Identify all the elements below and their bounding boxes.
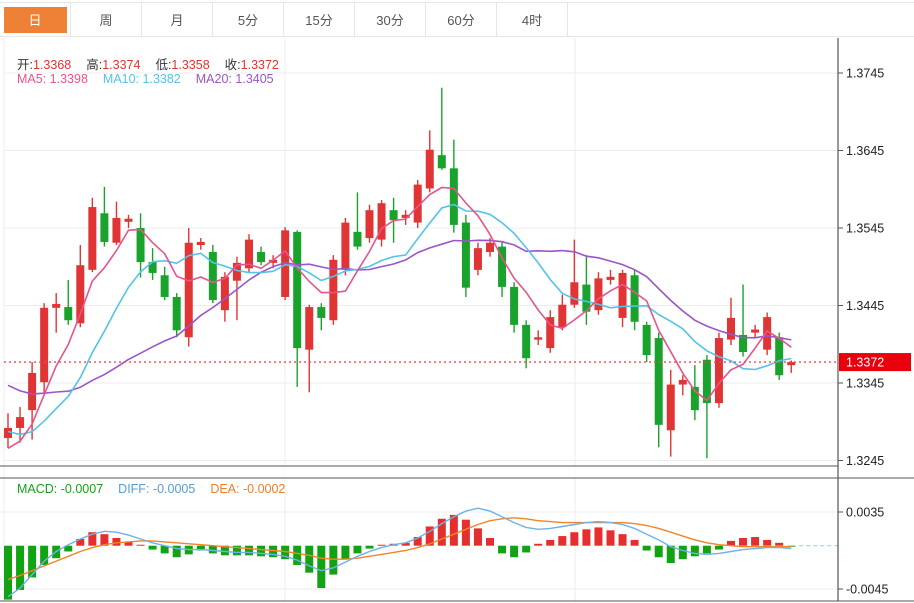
ma20-line — [7, 239, 792, 395]
price-tick-label: 1.3745 — [846, 67, 884, 81]
legend-label: DEA: — [210, 482, 240, 496]
legend-label: 收: — [224, 58, 241, 72]
legend-value: 1.3405 — [235, 72, 274, 86]
dea-line — [7, 517, 792, 581]
ohlc-legend-item: 收:1.3372 — [225, 58, 279, 72]
diff-line — [7, 507, 792, 598]
last-price-tag: 1.3372 — [839, 353, 911, 372]
ma-legend-item: MA10: 1.3382 — [103, 72, 181, 86]
ma10-line — [7, 203, 792, 436]
tab-day-label: 日 — [3, 6, 67, 33]
tab-5min[interactable]: 5分 — [213, 3, 284, 36]
legend-value: -0.0002 — [242, 482, 286, 496]
macd-histogram — [4, 514, 796, 600]
legend-value: 1.3398 — [49, 72, 88, 86]
legend-value: 1.3368 — [32, 58, 72, 72]
tab-month[interactable]: 月 — [142, 3, 213, 36]
tab-week-label: 周 — [99, 13, 113, 28]
macd-tick-label: -0.0045 — [846, 583, 888, 597]
legend-label: MA20: — [195, 72, 232, 86]
gridlines — [0, 38, 838, 601]
legend-label: DIFF: — [118, 482, 150, 496]
tab-month-label: 月 — [170, 13, 184, 28]
price-tick-label: 1.3345 — [846, 377, 884, 391]
legend-label: MA5: — [17, 72, 47, 86]
legend-label: MA10: — [102, 72, 140, 86]
ma-legend-item: MA5: 1.3398 — [17, 72, 88, 86]
tab-4hour-label: 4时 — [521, 13, 543, 28]
panel-borders — [0, 38, 914, 602]
legend-label: 低: — [155, 58, 172, 72]
price-tick-label: 1.3645 — [846, 144, 884, 158]
tab-4hour[interactable]: 4时 — [497, 3, 568, 36]
macd-legend: MACD: -0.0007 DIFF: -0.0005 DEA: -0.0002 — [17, 482, 300, 496]
last-price-tag-text: 1.3372 — [846, 356, 884, 370]
legend-value: 1.3358 — [171, 58, 210, 72]
ohlc-legend-item: 高:1.3374 — [86, 58, 140, 72]
price-tick-label: 1.3445 — [846, 299, 884, 313]
tab-day[interactable]: 日 — [0, 3, 71, 36]
tab-30min[interactable]: 30分 — [355, 3, 426, 36]
ma-lines — [7, 186, 792, 449]
legend-label: MACD: — [17, 482, 58, 496]
tab-15min[interactable]: 15分 — [284, 3, 355, 36]
tab-5min-label: 5分 — [237, 13, 259, 28]
ohlc-legend-item: 开:1.3368 — [17, 58, 71, 72]
tab-60min-label: 60分 — [447, 13, 475, 28]
timeframe-tabbar: 日 周 月 5分 15分 30分 60分 4时 — [0, 2, 914, 37]
tab-15min-label: 15分 — [305, 13, 333, 28]
ma-legend-item: MA20: 1.3405 — [196, 72, 274, 86]
macd-legend-item: MACD: -0.0007 — [17, 482, 103, 496]
ma5-line — [7, 186, 792, 449]
ohlc-legend: 开:1.3368 高:1.3374 低:1.3358 收:1.3372 — [17, 54, 294, 73]
price-tick-label: 1.3245 — [846, 454, 884, 468]
price-tick-label: 1.3545 — [846, 222, 884, 236]
candlestick-series — [4, 87, 796, 459]
macd-legend-item: DIFF: -0.0005 — [118, 482, 195, 496]
macd-tick-label: 0.0035 — [846, 506, 884, 520]
legend-label: 开: — [17, 58, 33, 72]
legend-value: 1.3374 — [102, 58, 141, 72]
legend-value: -0.0005 — [152, 482, 196, 496]
legend-value: 1.3382 — [142, 72, 181, 86]
tab-60min[interactable]: 60分 — [426, 3, 497, 36]
macd-legend-item: DEA: -0.0002 — [210, 482, 285, 496]
ohlc-legend-item: 低:1.3358 — [155, 58, 209, 72]
price-axis-labels: 1.3745 1.3645 1.3545 1.3445 1.3345 1.3245 0.00… — [838, 67, 888, 597]
legend-value: -0.0007 — [60, 482, 104, 496]
legend-label: 高: — [86, 58, 103, 72]
ma-legend: MA5: 1.3398 MA10: 1.3382 MA20: 1.3405 — [17, 72, 289, 86]
legend-value: 1.3372 — [240, 58, 279, 72]
tab-week[interactable]: 周 — [71, 3, 142, 36]
tab-30min-label: 30分 — [376, 13, 404, 28]
